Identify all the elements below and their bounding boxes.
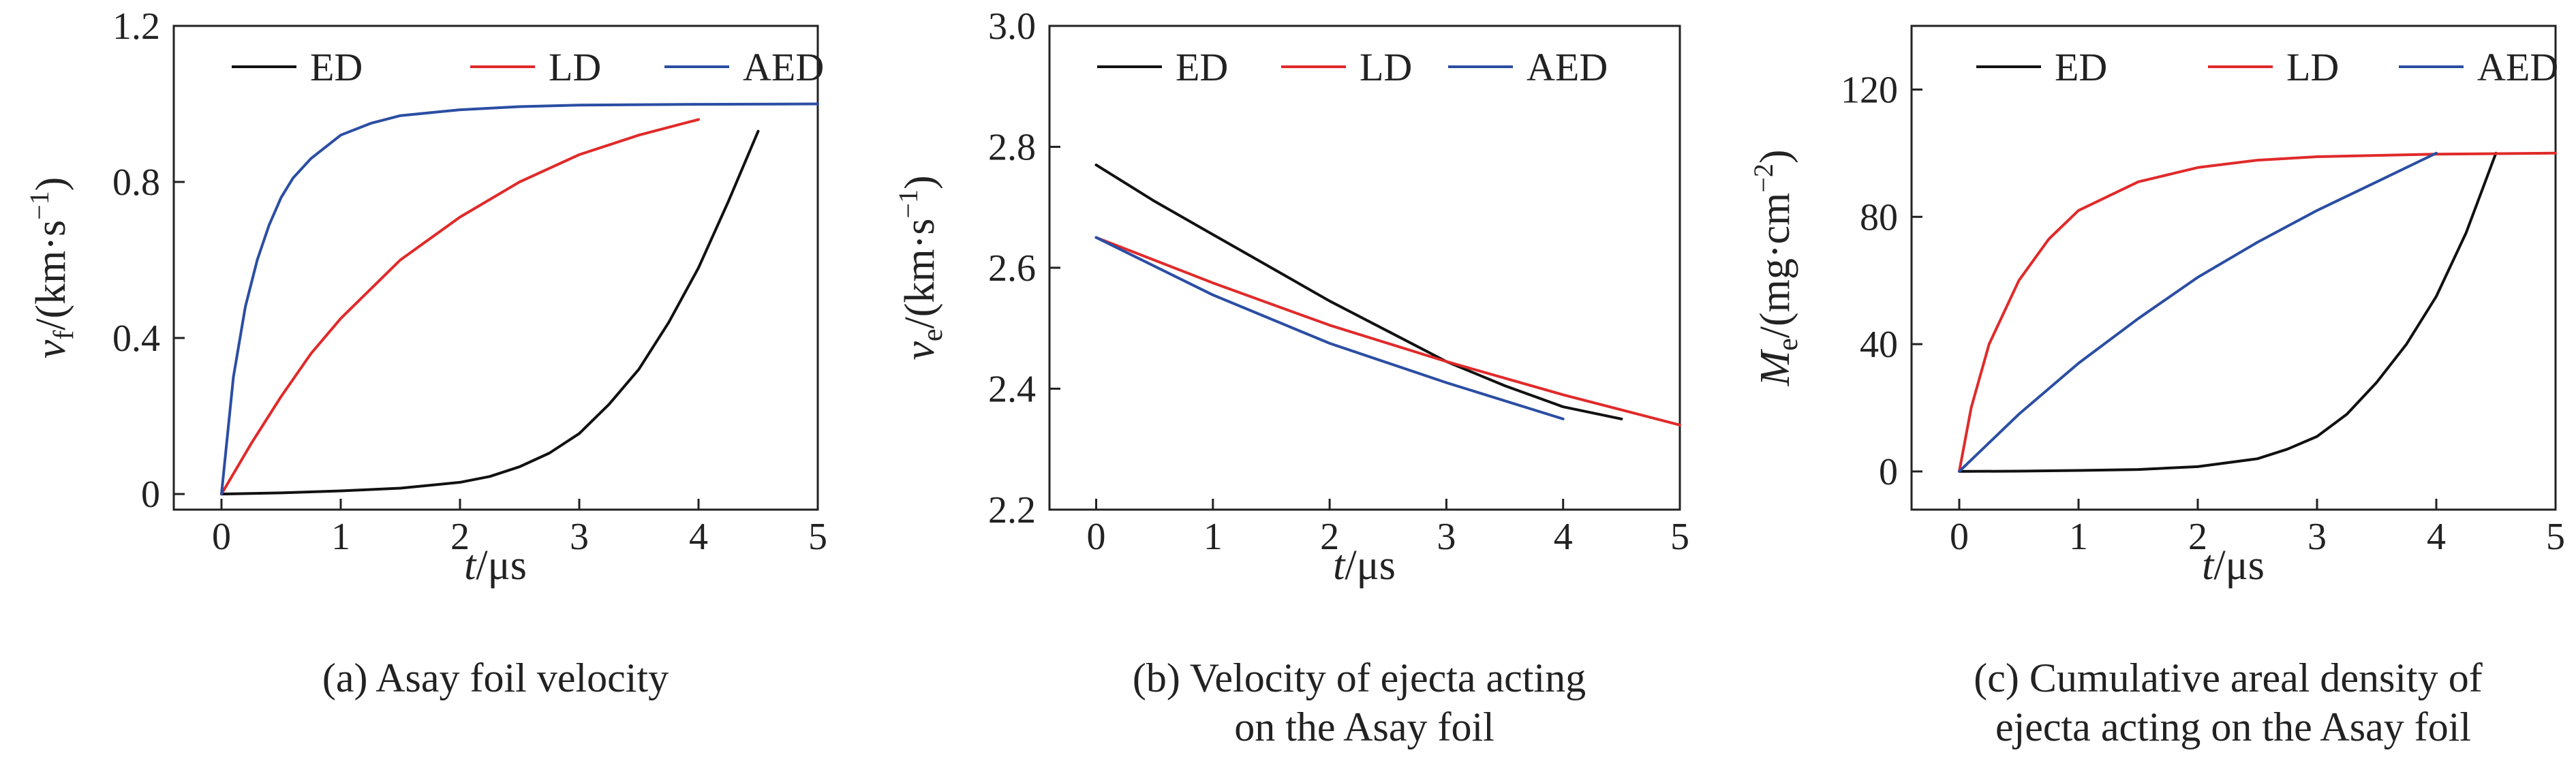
series-line-ed xyxy=(1958,151,2498,473)
panel-caption: (a) Asay foil velocity xyxy=(322,655,669,700)
y-tick-label: 3.0 xyxy=(988,5,1036,48)
y-axis-label-symbol: v xyxy=(897,341,943,360)
x-tick-label: 5 xyxy=(1670,516,1689,558)
series-line-ld xyxy=(1958,151,2557,473)
svg-text:Me/(mg·cm−2): Me/(mg·cm−2) xyxy=(1748,149,1804,386)
y-tick-label: 2.4 xyxy=(988,369,1036,411)
series-line-ed xyxy=(1094,164,1623,420)
y-axis-label-sub: e xyxy=(1773,338,1804,351)
y-tick-label: 2.8 xyxy=(988,127,1036,169)
caption-line: on the Asay foil xyxy=(1234,704,1494,749)
legend-label-ld: LD xyxy=(2286,45,2339,89)
legend-label-ed: ED xyxy=(2055,45,2107,89)
x-axis-label: t/μs xyxy=(1333,542,1396,589)
caption-line: (c) Cumulative areal density of xyxy=(1974,655,2482,700)
legend-label-ld: LD xyxy=(549,45,601,89)
y-tick-label: 80 xyxy=(1860,196,1898,238)
x-tick-label: 2 xyxy=(450,516,470,558)
series-line-ed xyxy=(220,129,760,496)
series-line-ld xyxy=(220,118,700,496)
panel-caption: (b) Velocity of ejecta acting on the Asa… xyxy=(1133,655,1596,749)
y-tick-label: 120 xyxy=(1841,69,1898,111)
chart-marks: 0 1 2 3 4 5 0 0.4 0.8 1.2 ED LD AED 0 1 2 3 4 5 2.2 2.4 2.6 2.… xyxy=(112,5,2565,558)
y-axis-label-close: ) xyxy=(1752,149,1798,164)
x-axis-label-unit: /μs xyxy=(1345,542,1396,589)
y-axis-label-unit: /(mg·cm xyxy=(1752,193,1798,339)
y-axis-label-symbol: v xyxy=(28,339,74,358)
x-tick-label: 5 xyxy=(2546,516,2565,558)
y-axis-label-sup: −2 xyxy=(1748,164,1779,193)
caption-line: (a) Asay foil velocity xyxy=(322,655,669,700)
legend-label-ed: ED xyxy=(310,45,363,89)
y-tick-label: 2.6 xyxy=(988,247,1036,290)
x-tick-label: 3 xyxy=(2307,516,2327,558)
svg-text:vf/(km·s−1): vf/(km·s−1) xyxy=(24,177,80,359)
x-tick-label: 2 xyxy=(2188,516,2207,558)
y-tick-label: 40 xyxy=(1860,324,1898,366)
x-tick-label: 3 xyxy=(570,516,589,558)
x-axis-label-unit: /μs xyxy=(476,542,527,589)
y-tick-label: 0 xyxy=(141,474,160,516)
caption-line: ejecta acting on the Asay foil xyxy=(1995,704,2471,749)
y-axis-label-close: ) xyxy=(28,177,74,191)
y-axis-label-sub: e xyxy=(917,328,949,341)
y-axis-label-unit: /(km·s xyxy=(28,220,74,330)
x-tick-label: 0 xyxy=(212,516,231,558)
y-tick-label: 0.4 xyxy=(112,317,160,360)
panel-b: ve/(km·s−1) t/μs (b) Velocity of ejecta … xyxy=(893,25,1681,749)
y-axis-label-sub: f xyxy=(48,330,80,340)
series-line-aed xyxy=(1094,236,1565,420)
chart-2-marks: 0 1 2 3 4 5 2.2 2.4 2.6 2.8 3.0 ED LD AED xyxy=(988,5,1689,558)
series-line-ld xyxy=(1094,236,1681,427)
x-tick-label: 4 xyxy=(689,516,708,558)
chart-3-marks: 0 1 2 3 4 5 0 40 80 120 ED LD AED xyxy=(1841,45,2565,558)
plot-frame xyxy=(1910,25,2557,511)
y-tick-label: 1.2 xyxy=(112,5,160,48)
caption-line: (b) Velocity of ejecta acting xyxy=(1133,655,1586,700)
legend-label-aed: AED xyxy=(2477,45,2558,89)
x-tick-label: 4 xyxy=(1554,516,1573,558)
y-axis-label: vf/(km·s−1) xyxy=(24,177,80,359)
panel-c: Me/(mg·cm−2) t/μs (c) Cumulative areal d… xyxy=(1748,25,2557,749)
x-tick-label: 1 xyxy=(1203,516,1223,558)
x-tick-label: 5 xyxy=(808,516,827,558)
series-line-aed xyxy=(220,102,819,496)
panel-caption: (c) Cumulative areal density of ejecta a… xyxy=(1974,655,2492,749)
legend-label-aed: AED xyxy=(1527,45,1608,89)
series-line-aed xyxy=(1958,151,2438,473)
x-tick-label: 0 xyxy=(1950,516,1969,558)
x-axis-label-symbol: t xyxy=(2202,542,2215,589)
plot-frame xyxy=(1048,25,1681,511)
y-axis-label-close: ) xyxy=(897,175,943,189)
x-axis-label-unit: /μs xyxy=(2213,542,2265,589)
y-axis-label: ve/(km·s−1) xyxy=(893,175,949,360)
y-axis-label-sup: −1 xyxy=(893,189,923,219)
x-axis-label: t/μs xyxy=(464,542,527,589)
y-tick-label: 0.8 xyxy=(112,161,160,204)
x-axis-label: t/μs xyxy=(2202,542,2265,589)
y-tick-label: 0 xyxy=(1879,451,1898,493)
legend-label-ed: ED xyxy=(1176,45,1228,89)
legend-label-aed: AED xyxy=(743,45,824,89)
legend-label-ld: LD xyxy=(1360,45,1412,89)
y-tick-label: 2.2 xyxy=(988,489,1036,531)
x-tick-label: 0 xyxy=(1087,516,1106,558)
x-tick-label: 1 xyxy=(2069,516,2088,558)
x-tick-label: 4 xyxy=(2427,516,2446,558)
svg-text:ve/(km·s−1): ve/(km·s−1) xyxy=(893,175,949,360)
y-axis-label-sup: −1 xyxy=(24,191,55,220)
panel-a: vf/(km·s−1) t/μs (a) Asay foil velocity xyxy=(24,25,819,700)
plot-frame xyxy=(172,25,819,511)
y-axis-label: Me/(mg·cm−2) xyxy=(1748,149,1804,386)
chart-1-marks: 0 1 2 3 4 5 0 0.4 0.8 1.2 ED LD AED xyxy=(112,5,827,558)
x-tick-label: 3 xyxy=(1437,516,1456,558)
y-axis-label-unit: /(km·s xyxy=(897,219,943,329)
x-tick-label: 1 xyxy=(331,516,350,558)
x-axis-label-symbol: t xyxy=(464,542,477,589)
x-axis-label-symbol: t xyxy=(1333,542,1346,589)
x-tick-label: 2 xyxy=(1320,516,1339,558)
y-axis-label-symbol: M xyxy=(1752,349,1798,387)
